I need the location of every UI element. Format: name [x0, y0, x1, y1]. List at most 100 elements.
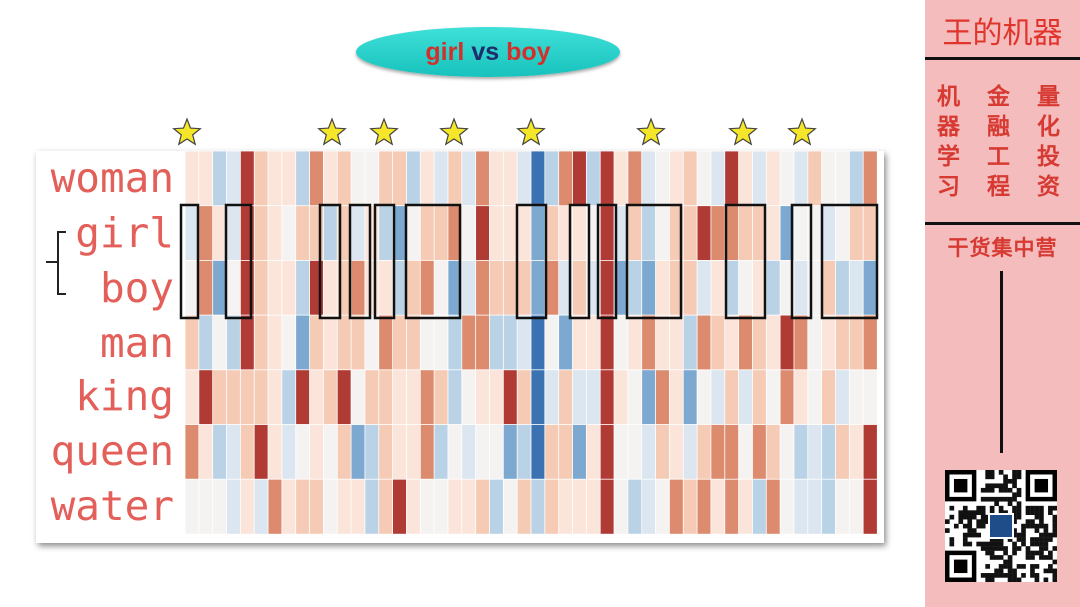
heatmap-cell	[226, 150, 242, 207]
heatmap-cell	[765, 424, 781, 480]
qr-module	[962, 541, 968, 547]
heatmap-cell	[572, 369, 588, 426]
heatmap-cell	[682, 150, 698, 207]
heatmap-cell	[419, 478, 435, 535]
qr-module	[1012, 496, 1017, 502]
heatmap-cell	[212, 150, 228, 207]
qr-module	[1021, 537, 1026, 542]
heatmap-cell	[848, 424, 864, 480]
heatmap-cell	[212, 259, 228, 316]
heatmap-cell	[475, 205, 491, 262]
heatmap-cell	[281, 259, 297, 316]
heatmap-cell	[655, 205, 671, 262]
heatmap-cell	[253, 369, 269, 426]
highlight-box	[224, 203, 253, 320]
qr-module	[989, 496, 995, 502]
divider-mid	[925, 222, 1080, 225]
heatmap-cell	[862, 259, 878, 316]
heatmap-cell	[738, 205, 754, 262]
heatmap-cell	[544, 478, 560, 535]
heatmap-cell	[253, 259, 269, 316]
heatmap-cell	[848, 205, 864, 262]
qr-module	[1021, 528, 1026, 533]
heatmap-cell	[655, 369, 671, 426]
heatmap-cell	[461, 314, 477, 371]
heatmap-cell	[239, 205, 255, 262]
qr-module	[998, 510, 1004, 515]
heatmap-cell	[419, 259, 435, 316]
qr-module	[949, 505, 955, 511]
heatmap-cell	[267, 369, 283, 426]
qr-module	[1012, 474, 1017, 480]
heatmap-cell	[364, 150, 380, 207]
qr-module	[998, 470, 1004, 475]
heatmap-cell	[239, 424, 255, 480]
heatmap-cell	[447, 424, 463, 480]
heatmap-cell	[558, 478, 574, 535]
heatmap-cell	[295, 478, 311, 535]
qr-module	[1012, 478, 1017, 484]
topic-col-ml: 机 器 学 习	[937, 82, 960, 202]
qr-module	[998, 541, 1004, 547]
row-label-girl: girl	[75, 209, 174, 257]
heatmap-cell	[198, 150, 214, 207]
qr-module	[989, 470, 995, 475]
heatmap-cell	[309, 478, 325, 535]
qr-module	[1016, 492, 1022, 498]
qr-module	[971, 510, 977, 515]
heatmap-cell	[350, 205, 366, 262]
row-label-queen: queen	[50, 427, 174, 475]
heatmap-cell	[212, 478, 228, 535]
heatmap-cell	[516, 205, 532, 262]
qr-module	[1016, 532, 1022, 538]
qr-logo	[988, 513, 1014, 539]
heatmap-cell	[530, 478, 546, 535]
heatmap-cell	[502, 259, 518, 316]
highlight-box	[568, 203, 591, 320]
qr-module	[1052, 546, 1057, 551]
heatmap-figure	[46, 117, 879, 535]
heatmap-cell	[406, 205, 421, 262]
row-label-boy: boy	[99, 264, 174, 312]
heatmap-cell	[475, 259, 491, 316]
star-icon	[728, 117, 758, 146]
qr-module	[1043, 532, 1049, 538]
heatmap-cell	[641, 205, 657, 262]
qr-module	[1012, 573, 1017, 578]
qr-module	[1021, 573, 1026, 578]
qr-module	[971, 532, 977, 538]
heatmap-cell	[433, 424, 449, 480]
topic-char: 量	[1037, 83, 1060, 110]
qr-module	[985, 519, 990, 524]
heatmap-cell	[281, 314, 297, 371]
qr-module	[976, 532, 982, 538]
qr-module	[1012, 510, 1017, 515]
heatmap-cell	[862, 150, 878, 207]
qr-module	[980, 523, 986, 529]
heatmap-cell	[572, 424, 588, 480]
heatmap-cell	[336, 424, 352, 480]
qr-module	[1052, 523, 1057, 529]
qr-module	[989, 555, 995, 560]
qr-module	[1003, 487, 1008, 493]
heatmap-cell	[793, 314, 809, 371]
title-word-a: girl	[425, 37, 465, 66]
qr-module	[1034, 541, 1040, 547]
qr-module	[1007, 568, 1013, 574]
heatmap-cell	[502, 314, 518, 371]
heatmap-cell	[765, 314, 781, 371]
heatmap-cell	[212, 424, 228, 480]
heatmap-cell	[585, 424, 601, 480]
bracket-icon	[46, 231, 66, 295]
qr-module	[998, 496, 1004, 502]
heatmap-cell	[544, 150, 560, 207]
heatmap-cell	[378, 424, 394, 480]
heatmap-cell	[558, 424, 574, 480]
qr-module	[1025, 550, 1031, 556]
heatmap-cell	[447, 478, 463, 535]
qr-module	[1052, 559, 1057, 565]
heatmap-cell	[489, 478, 505, 535]
heatmap-cell	[627, 369, 643, 426]
heatmap-cell	[336, 369, 352, 426]
heatmap-cell	[835, 259, 851, 316]
